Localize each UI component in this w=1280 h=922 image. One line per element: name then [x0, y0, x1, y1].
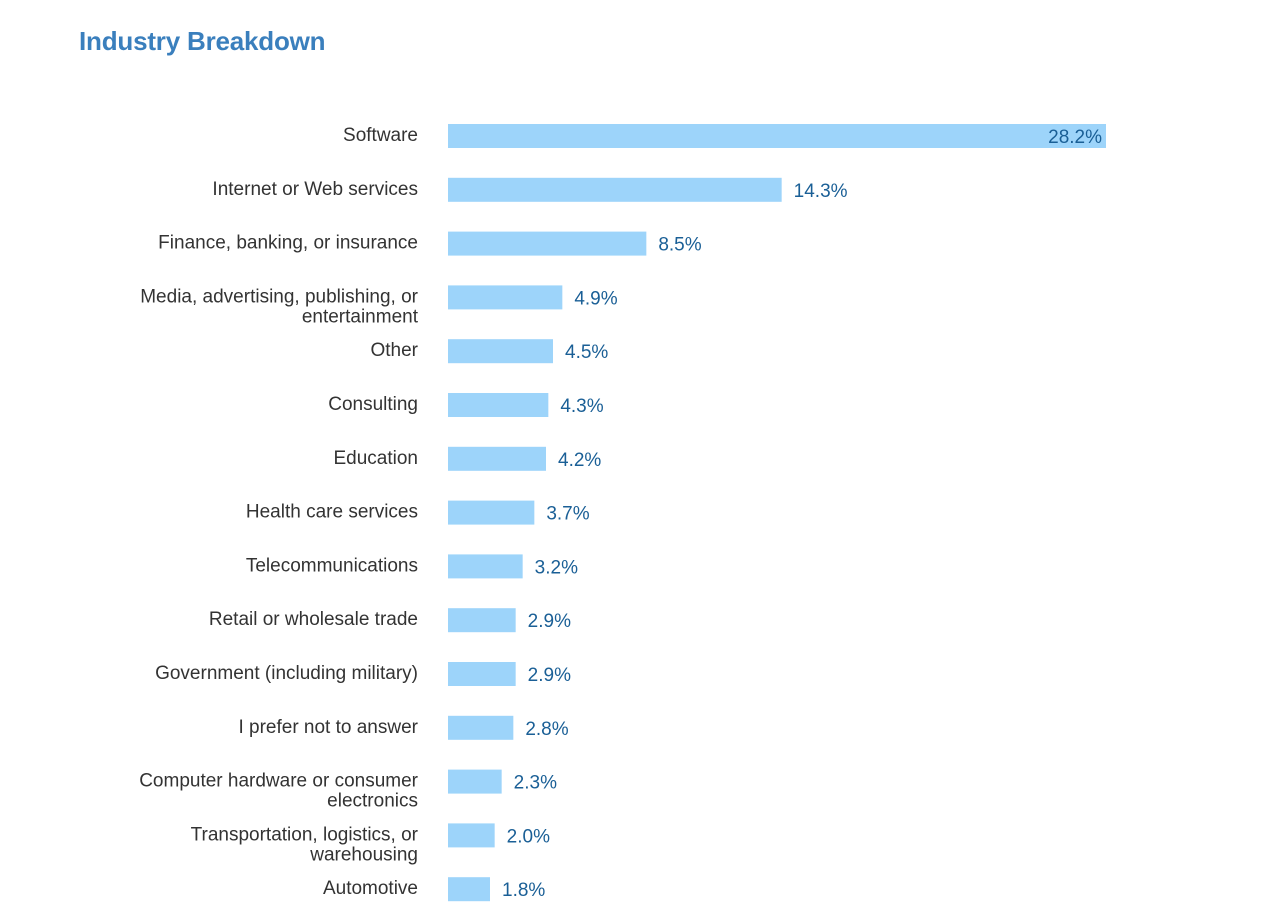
- bar-14: [448, 823, 495, 848]
- bar-6: [448, 393, 549, 417]
- category-label-9: Telecommunications: [246, 555, 418, 576]
- value-label-15: 1.8%: [502, 880, 545, 901]
- category-label-2: Internet or Web services: [212, 179, 418, 200]
- value-label-13: 2.3%: [514, 773, 557, 794]
- value-label-9: 3.2%: [535, 557, 578, 578]
- value-label-3: 8.5%: [658, 235, 701, 256]
- category-label-14: Transportation, logistics, or warehousing: [191, 824, 419, 865]
- category-label-13: Computer hardware or consumer electronics: [139, 771, 418, 812]
- bar-9: [448, 554, 523, 579]
- bar-3: [448, 231, 647, 256]
- category-label-5: Other: [370, 340, 418, 361]
- value-label-6: 4.3%: [560, 396, 603, 417]
- value-label-12: 2.8%: [525, 719, 568, 740]
- category-label-4: Media, advertising, publishing, or entert…: [140, 286, 418, 327]
- value-label-1: 28.2%: [1048, 127, 1102, 148]
- bar-5: [448, 339, 553, 364]
- bar-2: [448, 177, 782, 202]
- bar-15: [448, 877, 490, 902]
- value-label-14: 2.0%: [507, 826, 550, 847]
- value-label-11: 2.9%: [528, 665, 571, 686]
- value-label-8: 3.7%: [546, 504, 589, 525]
- chart-title: Industry Breakdown: [79, 26, 326, 56]
- value-label-10: 2.9%: [528, 611, 571, 632]
- category-label-8: Health care services: [246, 502, 418, 523]
- category-label-12: I prefer not to answer: [238, 717, 418, 738]
- bar-11: [448, 662, 516, 686]
- value-label-5: 4.5%: [565, 342, 608, 363]
- category-label-15: Automotive: [323, 878, 418, 899]
- value-label-2: 14.3%: [794, 181, 848, 202]
- bar-13: [448, 769, 502, 794]
- category-label-1: Software: [343, 125, 418, 146]
- value-label-7: 4.2%: [558, 450, 601, 471]
- category-label-11: Government (including military): [155, 663, 418, 684]
- category-label-3: Finance, banking, or insurance: [158, 233, 418, 254]
- bar-1: [448, 124, 1106, 148]
- category-label-10: Retail or wholesale trade: [209, 609, 418, 630]
- bar-10: [448, 608, 516, 633]
- category-label-7: Education: [333, 448, 418, 469]
- bar-7: [448, 446, 546, 471]
- bar-12: [448, 715, 514, 740]
- value-label-4: 4.9%: [574, 288, 617, 309]
- bar-8: [448, 500, 535, 525]
- bar-4: [448, 285, 563, 310]
- category-label-6: Consulting: [328, 394, 418, 415]
